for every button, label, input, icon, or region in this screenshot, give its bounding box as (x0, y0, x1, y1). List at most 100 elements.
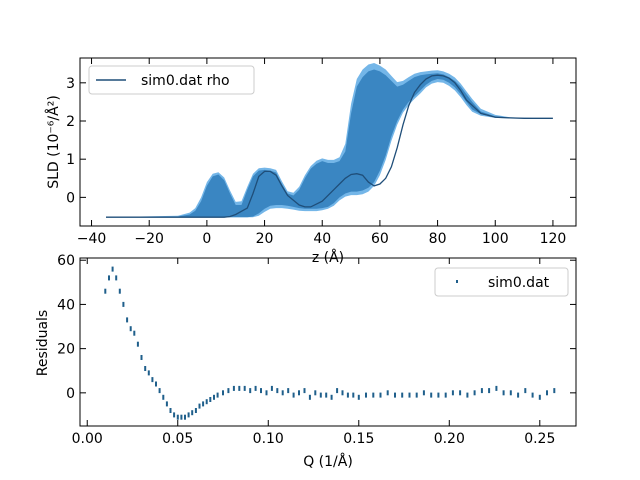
sld-y-tick-label: 1 (66, 152, 75, 168)
residual-point (155, 381, 157, 387)
residuals-y-tick-label: 0 (66, 386, 75, 402)
sld-x-tick-label: 40 (313, 231, 331, 247)
residuals-plot-area (104, 266, 556, 420)
sld-y-axis-label: SLD (10⁻⁶/Å²) (45, 95, 62, 189)
residual-point (180, 414, 183, 420)
residual-point (386, 390, 389, 396)
sld-axis-ticks: −40 −20 0 20 40 60 80 100 120 0 1 2 3 (66, 58, 576, 247)
residual-point (336, 388, 339, 394)
residual-point (126, 317, 129, 323)
residual-point (222, 390, 224, 396)
residuals-y-tick-label: 40 (57, 297, 75, 313)
residual-point (213, 394, 215, 400)
residual-point (238, 385, 241, 391)
residuals-x-tick-label: 0.20 (434, 431, 465, 447)
residual-point (341, 390, 344, 396)
residual-point (151, 377, 154, 383)
residual-point (140, 355, 143, 360)
residuals-x-tick-label: 0.05 (162, 431, 193, 447)
sld-x-tick-label: 100 (482, 231, 509, 247)
sld-x-tick-label: 0 (202, 231, 211, 247)
residual-point (147, 370, 150, 376)
residual-point (365, 392, 367, 398)
residual-point (281, 390, 284, 396)
sld-plot-area (106, 63, 553, 218)
residual-point (308, 394, 311, 400)
residual-point (325, 392, 328, 398)
sld-y-tick-label: 3 (66, 76, 75, 92)
residual-point (303, 388, 306, 394)
residual-point (466, 392, 469, 398)
residual-point (298, 390, 300, 396)
residual-point (531, 392, 534, 398)
residual-point (480, 388, 483, 394)
residual-point (133, 330, 136, 336)
residual-point (538, 394, 541, 400)
residual-point (276, 388, 279, 394)
residual-point (357, 394, 360, 400)
residual-point (144, 366, 147, 371)
residual-point (444, 392, 447, 398)
residual-point (265, 390, 268, 396)
residual-point (227, 388, 230, 394)
sld-legend-label: sim0.dat rho (141, 73, 230, 89)
sld-legend-box (88, 65, 255, 95)
residual-point (292, 392, 295, 398)
residual-point (372, 392, 375, 398)
residual-point (115, 275, 118, 281)
residual-point (401, 392, 404, 398)
residual-point (488, 388, 491, 394)
sld-axes-frame (79, 57, 577, 227)
residual-point (104, 288, 107, 294)
residual-point (169, 408, 172, 413)
residual-point (173, 412, 176, 418)
residual-point (287, 388, 290, 394)
sld-x-tick-label: −20 (134, 231, 164, 247)
residual-point (509, 390, 512, 396)
residual-point (408, 392, 411, 398)
residual-point (459, 390, 462, 396)
residual-point (108, 275, 110, 281)
sld-x-tick-label: 60 (371, 231, 389, 247)
residual-point (191, 410, 194, 416)
sld-uncertainty-band-inner (106, 69, 553, 218)
sld-profile-line (106, 74, 553, 218)
residual-point (524, 388, 527, 394)
sld-legend: sim0.dat rho (88, 65, 255, 95)
residuals-y-axis-label: Residuals (35, 310, 51, 376)
residual-point (118, 288, 121, 294)
residual-point (553, 388, 556, 394)
residual-point (314, 390, 317, 396)
residual-point (422, 390, 425, 396)
residual-point (158, 388, 161, 394)
residual-point (232, 385, 235, 391)
sld-x-tick-label: −40 (77, 231, 107, 247)
residual-point (415, 392, 418, 398)
residual-point (473, 390, 476, 396)
sld-x-tick-label: 80 (429, 231, 447, 247)
residual-point (194, 408, 197, 413)
residual-point (430, 392, 433, 398)
residual-point (243, 385, 246, 391)
residual-point (209, 397, 212, 402)
residual-point (136, 341, 139, 347)
residual-point (437, 392, 440, 398)
residuals-legend-marker-swatch (456, 280, 458, 283)
residuals-legend: sim0.dat (434, 267, 569, 297)
sld-x-tick-label: 120 (540, 231, 567, 247)
residual-point (330, 394, 333, 400)
residual-point (254, 385, 257, 391)
residual-point (502, 390, 505, 396)
residual-point (517, 392, 520, 398)
residual-point (122, 301, 125, 307)
residual-point (184, 414, 186, 420)
residual-point (249, 388, 252, 394)
residual-point (129, 326, 132, 332)
residual-point (546, 390, 548, 396)
residual-point (346, 392, 349, 398)
residual-point (111, 266, 114, 272)
residual-point (176, 414, 179, 420)
residuals-x-tick-label: 0.10 (253, 431, 284, 447)
